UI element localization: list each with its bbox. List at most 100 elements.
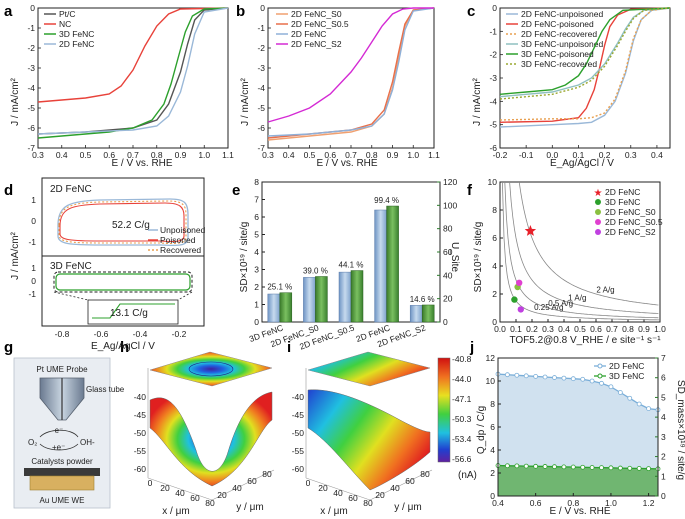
panel-f-xtick-label: 0.0 bbox=[494, 324, 506, 334]
panel-j-ytick-label: 8 bbox=[490, 399, 495, 409]
panel-j-marker-0 bbox=[514, 372, 520, 378]
pa-xtick-label: 1.1 bbox=[222, 150, 234, 160]
panel-h-contour bbox=[188, 361, 234, 377]
panel-f-legend-label: 2D FeNC_S2 bbox=[605, 227, 656, 237]
panel-j-marker-1 bbox=[552, 464, 557, 470]
panel-j-area-0 bbox=[498, 374, 658, 496]
pb-ytick-label: -4 bbox=[257, 83, 265, 93]
panel-h-ylabel: y / μm bbox=[236, 502, 263, 513]
panel-f-xtick-label: 0.8 bbox=[622, 324, 634, 334]
panel-j-xtick-label: 0.6 bbox=[530, 498, 542, 508]
panel-f-xtick-label: 0.4 bbox=[558, 324, 570, 334]
pb-ytick-label: -6 bbox=[257, 123, 265, 133]
panel-j-marker-0 bbox=[627, 395, 633, 401]
pc-xtick-label: 0.4 bbox=[651, 150, 663, 160]
pa-xtick-label: 0.5 bbox=[80, 150, 92, 160]
panel-e-bar-label: 25.1 % bbox=[267, 283, 292, 292]
pa-ytick-label: -7 bbox=[27, 143, 35, 153]
panel-e-chart: SD×10¹⁹ / site/g U_Site 0123456780204060… bbox=[239, 177, 460, 352]
panel-f-xtick-label: 0.9 bbox=[638, 324, 650, 334]
pb-ytick-label: -2 bbox=[257, 43, 265, 53]
panel-j-marker-0 bbox=[617, 390, 623, 395]
panel-a-ylabel: J / mA/cm² bbox=[10, 77, 21, 125]
panel-d-xtick-3: -0.2 bbox=[172, 329, 187, 339]
panel-j-xtick-label: 1.2 bbox=[643, 498, 655, 508]
panel-j-marker-1 bbox=[646, 466, 651, 472]
panel-j-marker-1 bbox=[505, 463, 510, 469]
pi-ztick-label: -60 bbox=[292, 464, 305, 474]
pb-xtick-label: 0.4 bbox=[283, 150, 295, 160]
panel-g-au-electrode bbox=[29, 475, 95, 491]
ph-ytick-label: 40 bbox=[232, 483, 242, 493]
panel-f-xtick-label: 0.7 bbox=[606, 324, 618, 334]
pa-ytick-label: -4 bbox=[27, 83, 35, 93]
panel-j-marker-0 bbox=[561, 375, 567, 381]
panel-f-iso-curve bbox=[502, 181, 660, 321]
panel-f-legend-label: 3D FeNC bbox=[605, 197, 640, 207]
pc-legend-label-4: 3D FeNC-poisoned bbox=[521, 49, 594, 59]
ph-ytick-label: 80 bbox=[262, 469, 272, 479]
panel-a-xlabel: E / V vs. RHE bbox=[111, 158, 172, 169]
pa-xtick-label: 0.7 bbox=[127, 150, 139, 160]
panel-d-ytick-bot-0: 1 bbox=[31, 263, 36, 273]
panel-e-bar-label: 39.0 % bbox=[303, 267, 328, 276]
panel-f-legend-swatch bbox=[595, 199, 601, 205]
pi-xtick-label: 20 bbox=[318, 483, 328, 493]
panel-b-chart: J / mA/cm² E / V vs. RHE 0.3 0.4 0.5 0.6 0.7… bbox=[240, 3, 440, 169]
pi-ztick-label: -40 bbox=[292, 392, 305, 402]
panel-j-chart: Q_dp / C/g SD_mass×10¹⁹ / site/g E / V v… bbox=[476, 353, 685, 517]
panel-e-bar-label: 14.6 % bbox=[410, 295, 435, 304]
pc-series-2 bbox=[499, 7, 671, 121]
panel-j-y2tick-label: 7 bbox=[661, 353, 666, 363]
panel-j-marker-1 bbox=[599, 465, 604, 470]
panel-e-bar-label: 44.1 % bbox=[339, 261, 364, 270]
pa-ytick-label: -1 bbox=[27, 23, 35, 33]
panel-d-ytick-top-2: -1 bbox=[28, 237, 36, 247]
pc-series-5 bbox=[499, 7, 671, 100]
panel-d-xlabel: E_Ag/AgCl / V bbox=[91, 341, 155, 352]
panel-e-bar-sd bbox=[338, 271, 352, 323]
panel-e-y2tick-label: 100 bbox=[443, 200, 457, 210]
panel-e-y2label: U_Site bbox=[449, 242, 460, 272]
panel-b-ylabel: J / mA/cm² bbox=[240, 77, 251, 125]
panel-d-ytick-top-1: 0 bbox=[31, 216, 36, 226]
panel-d-xtick-0: -0.8 bbox=[55, 329, 70, 339]
panel-j-legend-marker-0 bbox=[597, 363, 603, 369]
panel-label-g: g bbox=[4, 339, 13, 356]
panel-h-yaxis bbox=[211, 469, 275, 501]
pb-ytick-label: -7 bbox=[257, 143, 265, 153]
panel-f-xtick-label: 0.5 bbox=[574, 324, 586, 334]
panel-label-a: a bbox=[4, 3, 13, 20]
panel-i-ylabel: y / μm bbox=[394, 502, 421, 513]
panel-j-marker-1 bbox=[523, 463, 529, 469]
panel-j-legend-marker-1 bbox=[597, 373, 603, 379]
ph-xtick-label: 80 bbox=[205, 498, 215, 508]
panel-f-ytick-label: 10 bbox=[488, 177, 498, 187]
panel-d-ylabel: J / mA/cm² bbox=[10, 231, 21, 279]
panel-i-surface: x / μm y / μm (nA) -40 -45 -50 -55 -600 20 40 6… bbox=[292, 351, 477, 517]
pa-ytick-label: -2 bbox=[27, 43, 35, 53]
pc-series-0 bbox=[499, 7, 671, 128]
ph-ytick-label: 60 bbox=[247, 476, 257, 486]
panel-i-colorbar-tick: -47.1 bbox=[452, 394, 472, 404]
pb-xtick-label: 0.9 bbox=[387, 150, 399, 160]
panel-f-point bbox=[517, 306, 524, 313]
panel-g-tube-label: Glass tube bbox=[86, 385, 125, 394]
pc-legend-label-1: 2D FeNC-poisoned bbox=[521, 19, 594, 29]
panel-f-xtick-label: 0.6 bbox=[590, 324, 602, 334]
panel-j-marker-1 bbox=[636, 465, 642, 471]
pb-xtick-label: 0.5 bbox=[304, 150, 316, 160]
ph-xtick-label: 0 bbox=[148, 478, 153, 488]
panel-d-zoom-line-right bbox=[177, 291, 193, 301]
pa-legend-label-1: NC bbox=[59, 19, 71, 29]
panel-f-ylabel: SD×10¹⁹ / site/g bbox=[473, 222, 484, 293]
panel-d-legend-2: Recovered bbox=[160, 245, 201, 255]
pc-xtick-label: 0.1 bbox=[573, 150, 585, 160]
pi-ztick-label: -45 bbox=[292, 410, 305, 420]
pi-xtick-label: 80 bbox=[363, 498, 373, 508]
panel-g-probe-label: Pt UME Probe bbox=[36, 365, 88, 374]
panel-f-iso-label: 0.25 A/g bbox=[534, 303, 563, 312]
panel-e-bar-usite bbox=[279, 292, 293, 323]
panel-i-colorbar-tick: -44.0 bbox=[452, 374, 472, 384]
pc-xtick-label: -0.1 bbox=[519, 150, 534, 160]
